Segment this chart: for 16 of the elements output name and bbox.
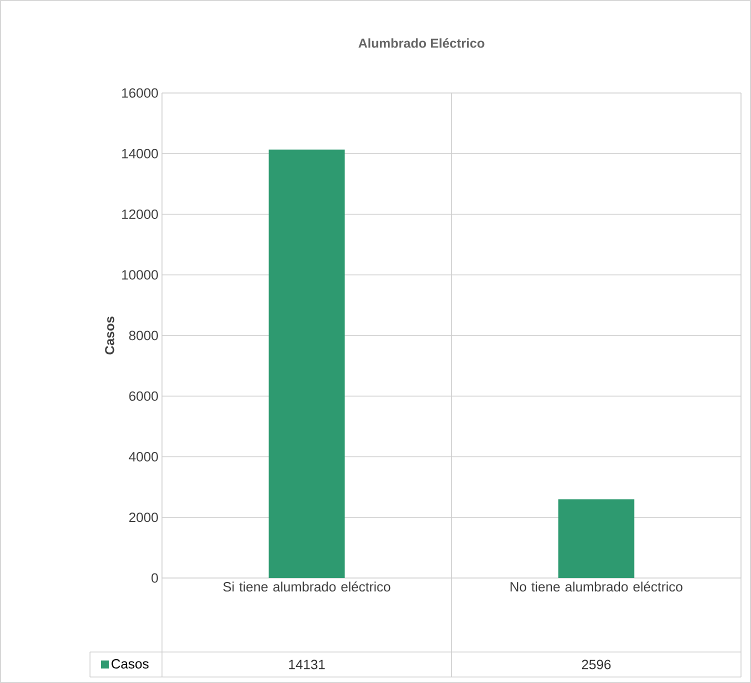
y-tick-label: 0 — [152, 573, 158, 583]
chart-title: Alumbrado Eléctrico — [358, 38, 484, 48]
y-tick-label: 16000 — [122, 88, 158, 98]
y-tick-label: 2000 — [129, 512, 158, 522]
y-axis-title: Casos — [105, 316, 114, 354]
y-tick-label: 10000 — [122, 270, 158, 280]
legend-label: Casos — [112, 659, 149, 669]
y-tick-label: 8000 — [129, 330, 158, 340]
data-label: 2596 — [582, 660, 611, 670]
data-label: 14131 — [289, 660, 325, 670]
y-tick-label: 4000 — [128, 452, 158, 462]
x-tick-label: Si tiene alumbrado eléctrico — [223, 582, 390, 592]
x-tick-label: No tiene alumbrado eléctrico — [510, 582, 682, 592]
y-tick-label: 12000 — [122, 209, 158, 219]
y-tick-label: 14000 — [122, 148, 158, 158]
y-tick-label: 6000 — [129, 391, 158, 401]
